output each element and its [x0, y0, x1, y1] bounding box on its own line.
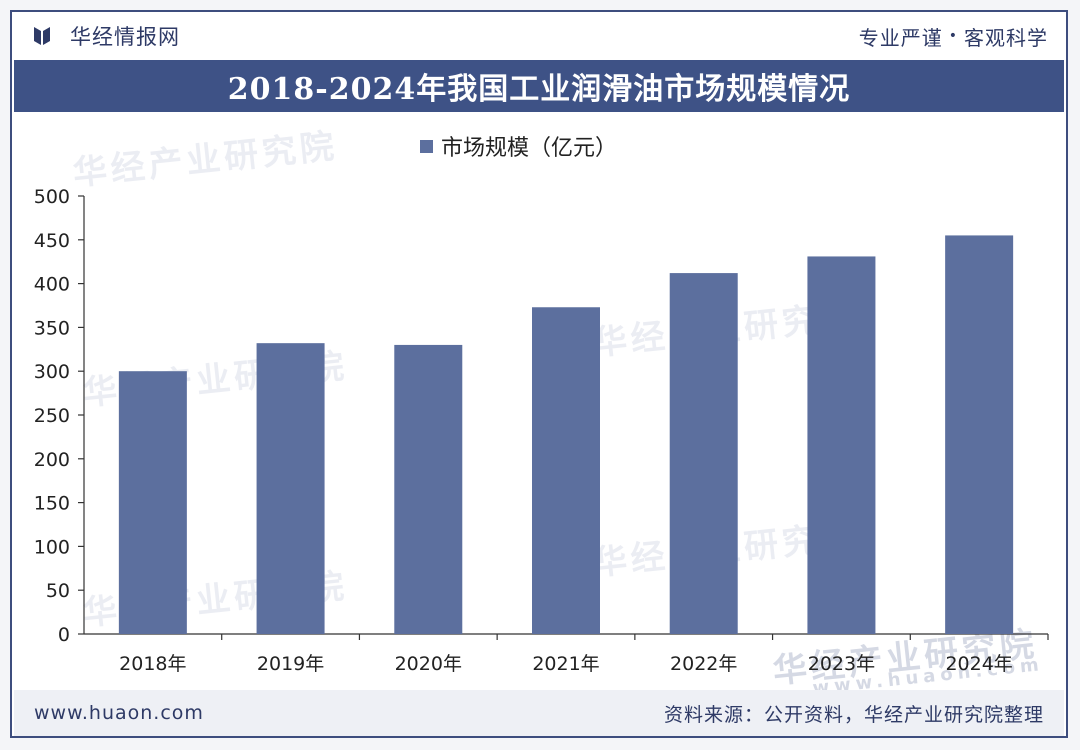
y-tick-label: 300	[34, 361, 70, 383]
x-tick-label: 2020年	[395, 653, 462, 675]
y-tick-label: 400	[34, 274, 70, 296]
legend-swatch	[420, 139, 433, 153]
title-bar: 2018-2024年我国工业润滑油市场规模情况	[14, 60, 1064, 112]
brand: 华经情报网	[32, 21, 180, 51]
x-tick-label: 2024年	[945, 653, 1012, 675]
x-tick-label: 2021年	[532, 653, 599, 675]
y-tick-label: 500	[34, 186, 70, 208]
bar	[256, 343, 325, 634]
slogan: 专业严谨 • 客观科学	[859, 22, 1048, 51]
y-tick-label: 100	[34, 536, 70, 558]
x-tick-label: 2019年	[257, 653, 324, 675]
slogan-right: 客观科学	[964, 25, 1048, 50]
bar	[945, 235, 1014, 635]
chart-legend: 市场规模（亿元）	[420, 130, 617, 162]
y-tick-label: 50	[46, 580, 70, 602]
y-tick-label: 450	[34, 230, 70, 252]
bar	[669, 273, 738, 634]
header: 华经情报网 专业严谨 • 客观科学	[12, 12, 1066, 60]
y-tick-label: 350	[34, 317, 70, 339]
slogan-left: 专业严谨	[858, 25, 943, 50]
y-tick-label: 200	[34, 449, 70, 471]
footer: www.huaon.com 资料来源：公开资料，华经产业研究院整理	[14, 690, 1064, 736]
bar	[532, 307, 600, 634]
footer-url[interactable]: www.huaon.com	[34, 702, 204, 724]
footer-source: 资料来源：公开资料，华经产业研究院整理	[663, 703, 1044, 726]
bar	[118, 371, 187, 634]
chart-title: 2018-2024年我国工业润滑油市场规模情况	[227, 72, 851, 107]
y-tick-label: 0	[58, 624, 70, 646]
legend-label: 市场规模（亿元）	[441, 136, 618, 161]
bar	[394, 344, 463, 634]
y-tick-label: 150	[34, 493, 70, 515]
brand-name: 华经情报网	[70, 25, 180, 49]
brand-logo-icon	[34, 27, 50, 45]
x-tick-label: 2018年	[119, 653, 186, 675]
slogan-dot: •	[948, 28, 958, 44]
bar	[807, 256, 876, 634]
x-tick-label: 2022年	[670, 653, 737, 675]
y-tick-label: 250	[34, 405, 70, 427]
x-tick-label: 2023年	[808, 653, 875, 675]
